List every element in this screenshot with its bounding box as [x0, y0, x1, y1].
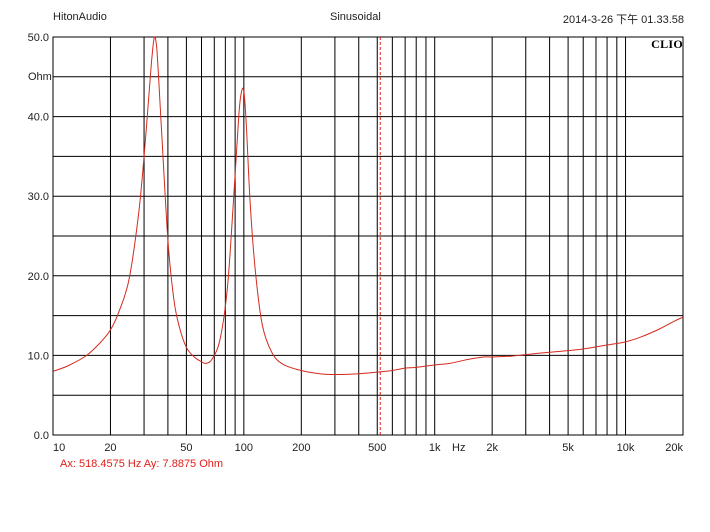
- x-axis-unit-label: Hz: [452, 442, 465, 454]
- x-tick-label: 500: [368, 442, 386, 454]
- measurement-mode: Sinusoidal: [330, 11, 381, 23]
- timestamp: 2014-3-26 下午 01.33.58: [562, 14, 684, 26]
- impedance-curve: [52, 36, 684, 376]
- y-tick-label: 20.0: [28, 271, 49, 283]
- x-tick-label: 10: [53, 442, 65, 454]
- x-tick-label: 20k: [665, 442, 683, 454]
- grid-lines: [53, 37, 683, 435]
- x-tick-label: 100: [235, 442, 253, 454]
- cursor-readout: Ax: 518.4575 Hz Ay: 7.8875 Ohm: [60, 458, 224, 470]
- x-tick-label: 50: [180, 442, 192, 454]
- x-tick-label: 200: [292, 442, 310, 454]
- app-name: HitonAudio: [53, 11, 107, 23]
- x-tick-label: 5k: [562, 442, 574, 454]
- y-tick-label: 0.0: [34, 430, 49, 442]
- x-tick-label: 1k: [429, 442, 441, 454]
- y-tick-label: 40.0: [28, 112, 49, 124]
- clio-logo: CLIO: [651, 37, 683, 51]
- tick-labels: 10 20 50 100 200 500 1k 2k 5k 10k 20k 0.0 10.0 20.0 30…: [28, 32, 684, 454]
- y-axis-unit-label: Ohm: [28, 71, 52, 83]
- x-tick-label: 2k: [486, 442, 498, 454]
- y-tick-label: 30.0: [28, 191, 49, 203]
- y-tick-label: 10.0: [28, 350, 49, 362]
- x-tick-label: 10k: [617, 442, 635, 454]
- y-tick-label: 50.0: [28, 32, 49, 44]
- x-tick-label: 20: [104, 442, 116, 454]
